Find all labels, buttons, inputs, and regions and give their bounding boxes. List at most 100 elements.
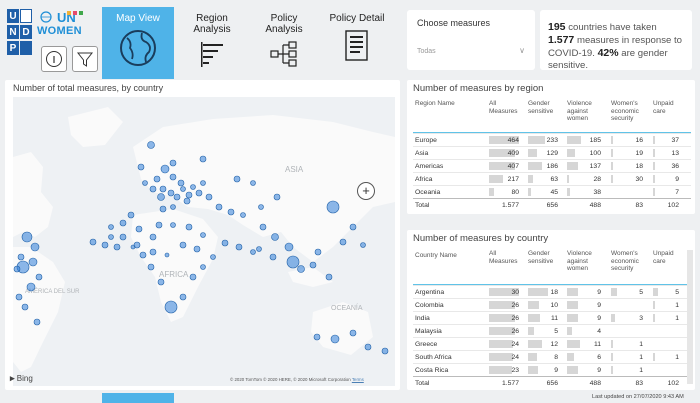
cell-gender: 129	[546, 150, 558, 157]
country-bubble	[170, 204, 176, 210]
country-bubble	[177, 179, 185, 187]
col-header-economic[interactable]: Women's economic security	[611, 100, 639, 122]
data-bar	[489, 136, 519, 144]
world-map[interactable]: ASIA AFRICA AMÉRICA DEL SUR OCEANÍA	[13, 97, 395, 386]
cell-economic: 5	[639, 289, 643, 296]
country-bubble	[113, 243, 121, 251]
table-row[interactable]: Oceania 80 45 38 7	[413, 185, 691, 198]
info-button[interactable]	[41, 46, 67, 72]
filter-button[interactable]	[72, 46, 98, 72]
cell-gender: 63	[550, 176, 558, 183]
country-bubble	[349, 329, 357, 337]
region-label-oceania: OCEANÍA	[331, 303, 363, 312]
cell-gender: 45	[550, 189, 558, 196]
data-bar	[653, 162, 656, 170]
table-total-row[interactable]: Total 1.577 656 488 83 102	[413, 198, 691, 211]
cell-violence: 6	[597, 354, 601, 361]
cell-violence: 9	[597, 367, 601, 374]
country-bubble	[199, 155, 207, 163]
data-bar	[611, 175, 614, 183]
color-stripes-icon	[67, 11, 83, 15]
table-row[interactable]: India 26 11 9 3 1	[413, 311, 691, 324]
col-header-unpaid[interactable]: Unpaid care	[653, 250, 674, 265]
cell-all: 26	[511, 328, 519, 335]
cell-unpaid: 36	[671, 163, 679, 170]
tab-policy-detail[interactable]: Policy Detail	[324, 7, 390, 79]
cell-all: 464	[507, 137, 519, 144]
data-bar	[528, 353, 538, 361]
zoom-in-button[interactable]: +	[357, 182, 375, 200]
cell-economic: 18	[635, 163, 643, 170]
tab-policy-analysis[interactable]: Policy Analysis	[252, 7, 316, 79]
country-bubble	[21, 231, 33, 243]
tab-region-analysis[interactable]: Region Analysis	[180, 7, 244, 79]
col-header-unpaid[interactable]: Unpaid care	[653, 100, 674, 115]
terms-link[interactable]: Terms	[351, 377, 364, 382]
country-bubble	[205, 193, 213, 201]
table-row[interactable]: Americas 407 186 137 18 36	[413, 159, 691, 172]
col-header-region[interactable]: Region Name	[415, 100, 455, 107]
row-name: Colombia	[415, 302, 444, 309]
country-bubble	[108, 234, 114, 240]
table-row[interactable]: Malaysia 26 5 4	[413, 324, 691, 337]
header: U N D P UN WOMEN Map View Region Analysis	[0, 0, 700, 79]
data-bar	[528, 136, 546, 144]
country-bubble	[189, 273, 197, 281]
table-row[interactable]: Africa 217 63 28 30 9	[413, 172, 691, 185]
country-bubble	[185, 191, 193, 199]
country-bubble	[271, 233, 279, 241]
country-bubble	[200, 232, 206, 238]
document-icon	[345, 30, 368, 61]
col-header-gender[interactable]: Gender sensitive	[528, 100, 554, 115]
table-row[interactable]: Colombia 26 10 9 1	[413, 298, 691, 311]
country-bubble	[313, 333, 321, 341]
landmass-south-america	[13, 247, 65, 372]
tree-diagram-icon	[270, 41, 297, 67]
col-header-all[interactable]: All Measures	[489, 250, 518, 265]
data-bar	[528, 340, 542, 348]
country-bubble	[381, 347, 389, 355]
cell-gender: 656	[546, 202, 558, 209]
table-row[interactable]: Asia 409 129 100 19 13	[413, 146, 691, 159]
table-row[interactable]: Costa Rica 23 9 9 1	[413, 363, 691, 376]
country-bubble	[193, 245, 201, 253]
cell-all: 1.577	[501, 380, 519, 387]
col-header-violence[interactable]: Violence against women	[567, 100, 592, 122]
table-total-row[interactable]: Total 1.577 656 488 83 102	[413, 376, 691, 389]
country-bubble	[227, 208, 235, 216]
data-bar	[528, 175, 533, 183]
country-bubble	[159, 205, 167, 213]
col-header-country[interactable]: Country Name	[415, 252, 457, 259]
country-bubble	[309, 261, 317, 269]
table-row[interactable]: Greece 24 12 11 1	[413, 337, 691, 350]
data-bar	[653, 301, 655, 309]
cell-unpaid: 1	[675, 302, 679, 309]
country-bubble	[153, 175, 161, 183]
col-header-economic[interactable]: Women's economic security	[611, 250, 639, 272]
col-header-gender[interactable]: Gender sensitive	[528, 250, 554, 265]
cell-all: 24	[511, 341, 519, 348]
col-header-all[interactable]: All Measures	[489, 100, 518, 115]
country-bubble	[215, 203, 223, 211]
measures-dropdown[interactable]: Choose measures Todas ∨	[407, 10, 535, 70]
table-row[interactable]: Europe 464 233 185 16 37	[413, 133, 691, 146]
country-table-scrollbar[interactable]	[687, 250, 693, 384]
country-bubbles[interactable]	[13, 141, 389, 355]
cell-unpaid: 13	[671, 150, 679, 157]
table-row[interactable]: South Africa 24 8 6 1 1	[413, 350, 691, 363]
cell-economic: 1	[639, 354, 643, 361]
un-emblem-icon	[40, 11, 52, 23]
cell-gender: 10	[550, 302, 558, 309]
cell-violence: 38	[593, 189, 601, 196]
country-bubble	[330, 334, 340, 344]
country-bubble	[157, 278, 165, 286]
table-row[interactable]: Argentina 30 18 9 5 5	[413, 285, 691, 298]
country-bubble	[169, 159, 177, 167]
tab-map-view[interactable]: Map View	[102, 7, 174, 79]
country-bubble	[160, 164, 170, 174]
country-bubble	[297, 265, 305, 273]
tab-label: Map View	[116, 13, 160, 24]
country-bubble	[190, 184, 196, 190]
col-header-violence[interactable]: Violence against women	[567, 250, 592, 272]
country-bubble	[101, 241, 109, 249]
